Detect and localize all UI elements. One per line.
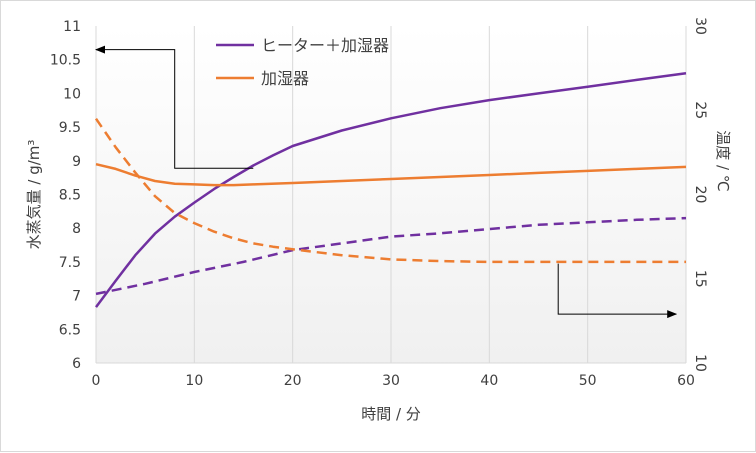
y2-axis-title: 温度 / ℃ (714, 130, 732, 191)
y-tick-label: 9.5 (59, 120, 81, 136)
y2-tick-label: 30 (692, 17, 708, 35)
y-tick-label: 8 (72, 221, 81, 237)
y-tick-label: 6.5 (59, 322, 81, 338)
x-tick-label: 40 (480, 373, 498, 389)
series-line-2 (95, 216, 687, 296)
series-group (94, 71, 687, 308)
annotation-arrows (95, 45, 678, 319)
x-tick-label: 20 (284, 373, 302, 389)
y-tick-label: 10.5 (50, 53, 81, 69)
x-tick-label: 30 (382, 373, 400, 389)
y-tick-label: 11 (63, 19, 81, 35)
x-tick-label: 10 (185, 373, 203, 389)
x-tick-label: 50 (579, 373, 597, 389)
series-line-3 (94, 117, 686, 264)
y2-tick-label: 25 (692, 101, 708, 119)
series-line-0 (94, 71, 687, 308)
series-line-1 (95, 162, 687, 187)
tick-labels: 0 10 20 30 40 50 60 6 6.5 7 7.5 8 8.5 9 9.5 10 10.5 11 10 1… (50, 17, 708, 389)
y2-tick-label: 20 (692, 186, 708, 204)
y-tick-label: 7.5 (59, 255, 81, 271)
y-tick-label: 9 (72, 154, 81, 170)
annotation-arrow-0 (95, 45, 254, 169)
annotation-arrow-1 (557, 263, 678, 319)
y-tick-label: 10 (63, 86, 81, 102)
y2-tick-label: 10 (692, 354, 708, 372)
x-tick-label: 60 (677, 373, 695, 389)
x-axis-title: 時間 / 分 (361, 405, 421, 423)
y-tick-label: 6 (72, 356, 81, 372)
y2-tick-label: 15 (692, 270, 708, 288)
y-tick-label: 7 (72, 289, 81, 305)
legend-label: 加湿器 (261, 69, 309, 88)
legend-label: ヒーター＋加湿器 (261, 36, 389, 55)
y-axis-title: 水蒸気量 / g/m³ (25, 140, 43, 250)
y-tick-label: 8.5 (59, 188, 81, 204)
x-tick-label: 0 (92, 373, 101, 389)
grid-lines (193, 26, 687, 363)
